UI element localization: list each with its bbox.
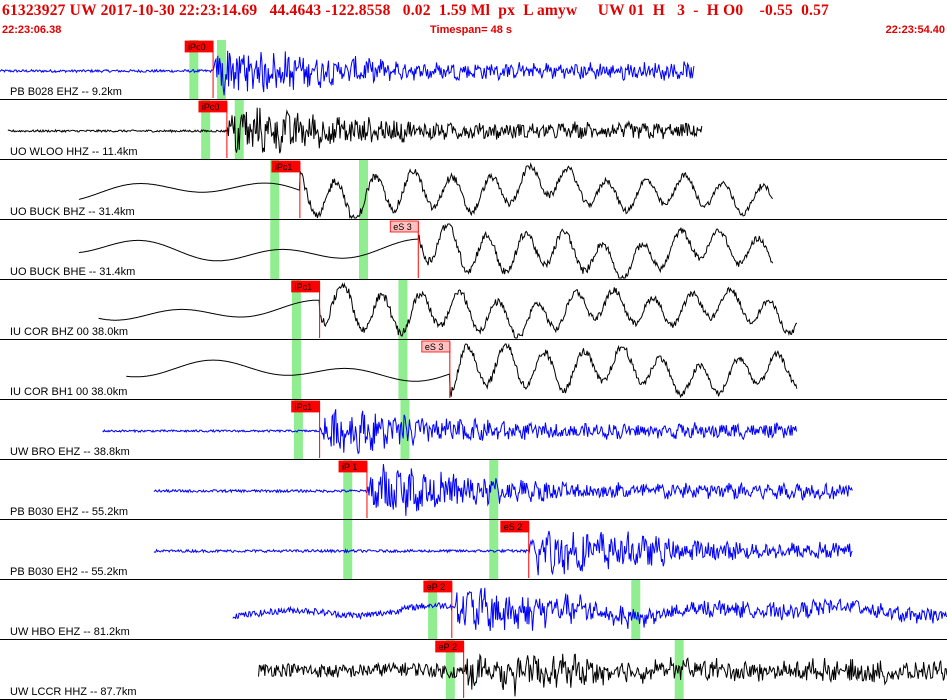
- station-label: PB B028 EHZ -- 9.2km: [10, 86, 122, 98]
- phase-window: [291, 280, 301, 340]
- trace-row: eP 2 UW LCCR HHZ -- 87.7km: [0, 640, 947, 700]
- pick-flag: [421, 340, 451, 353]
- header-bar: 61323927 UW 2017-10-30 22:23:14.69 44.46…: [0, 0, 947, 40]
- pick-flag: [389, 220, 419, 233]
- pick-flag: [338, 460, 368, 473]
- phase-window: [398, 340, 408, 400]
- station-label: UW HBO EHZ -- 81.2km: [10, 626, 130, 638]
- pick-flag: [198, 100, 228, 113]
- trace-row: iPc1 IU COR BHZ 00 38.0km: [0, 280, 947, 340]
- phase-window: [674, 640, 684, 700]
- phase-window: [216, 40, 226, 100]
- trace-row: iPc1 UO BUCK BHZ -- 31.4km: [0, 160, 947, 220]
- phase-window: [270, 160, 280, 220]
- trace-row: eS 2 PB B030 EH2 -- 55.2km: [0, 520, 947, 580]
- trace-row: iPc0 UO WLOO HHZ -- 11.4km: [0, 100, 947, 160]
- waveform: [102, 409, 797, 455]
- waveform: [258, 653, 947, 697]
- phase-window: [343, 460, 353, 520]
- time-end: 22:23:54.40: [885, 24, 945, 36]
- station-label: IU COR BHZ 00 38.0km: [10, 326, 128, 338]
- pick-flag: [423, 580, 453, 593]
- pick-label: iPc0: [188, 42, 206, 52]
- seismogram-plot[interactable]: iPc0 PB B028 EHZ -- 9.2km iPc0 UO WLOO HHZ …: [0, 40, 947, 700]
- station-label: UO BUCK BHE -- 31.4km: [10, 266, 135, 278]
- pick-label: iPc1: [295, 282, 313, 292]
- event-title: 61323927 UW 2017-10-30 22:23:14.69 44.46…: [2, 2, 829, 19]
- pick-flag: [435, 640, 465, 653]
- station-label: UW BRO EHZ -- 38.8km: [10, 446, 130, 458]
- waveform: [78, 162, 774, 220]
- pick-flag: [271, 160, 301, 173]
- timespan-label: Timespan= 48 s: [430, 24, 513, 36]
- station-label: PB B030 EH2 -- 55.2km: [10, 566, 127, 578]
- phase-window: [359, 160, 369, 220]
- phase-window: [234, 100, 244, 160]
- trace-row: eS 3 IU COR BH1 00 38.0km: [0, 340, 947, 400]
- time-start: 22:23:06.38: [2, 24, 62, 36]
- waveform: [7, 107, 703, 154]
- waveform: [126, 343, 798, 399]
- pick-label: iPc1: [295, 402, 313, 412]
- pick-label: iPc1: [275, 162, 293, 172]
- trace-row: eP 2 UW HBO EHZ -- 81.2km: [0, 580, 947, 640]
- pick-flag: [291, 400, 321, 413]
- pick-flag: [291, 280, 321, 293]
- trace-row: iP 1 PB B030 EHZ -- 55.2km: [0, 460, 947, 520]
- station-label: PB B030 EHZ -- 55.2km: [10, 506, 128, 518]
- phase-window: [359, 220, 369, 280]
- waveform: [78, 223, 774, 279]
- phase-window: [445, 640, 455, 700]
- pick-flag: [500, 520, 530, 533]
- trace-row: iPc1 UW BRO EHZ -- 38.8km: [0, 400, 947, 460]
- waveform: [153, 530, 853, 576]
- station-label: IU COR BH1 00 38.0km: [10, 386, 127, 398]
- pick-label: eS 3: [425, 342, 444, 352]
- waveform: [0, 50, 695, 96]
- phase-window: [428, 580, 438, 640]
- trace-row: eS 3 UO BUCK BHE -- 31.4km: [0, 220, 947, 280]
- phase-window: [489, 460, 499, 520]
- phase-window: [291, 340, 301, 400]
- phase-window: [489, 520, 499, 580]
- phase-window: [631, 580, 641, 640]
- waveform: [98, 282, 798, 339]
- station-label: UO WLOO HHZ -- 11.4km: [10, 146, 138, 158]
- pick-label: eS 2: [504, 522, 523, 532]
- seismogram-panel[interactable]: iPc0 PB B028 EHZ -- 9.2km iPc0 UO WLOO HHZ …: [0, 40, 947, 700]
- pick-label: eS 3: [393, 222, 412, 232]
- waveform: [153, 463, 853, 516]
- trace-row: iPc0 PB B028 EHZ -- 9.2km: [0, 40, 947, 100]
- phase-window: [398, 280, 408, 340]
- pick-label: iP 1: [342, 462, 357, 472]
- station-label: UW LCCR HHZ -- 87.7km: [10, 686, 137, 698]
- pick-flag: [184, 40, 214, 53]
- phase-window: [400, 400, 410, 460]
- waveform: [232, 587, 947, 632]
- pick-label: eP 2: [427, 582, 445, 592]
- station-label: UO BUCK BHZ -- 31.4km: [10, 206, 135, 218]
- pick-label: iPc0: [202, 102, 220, 112]
- pick-label: eP 2: [439, 642, 457, 652]
